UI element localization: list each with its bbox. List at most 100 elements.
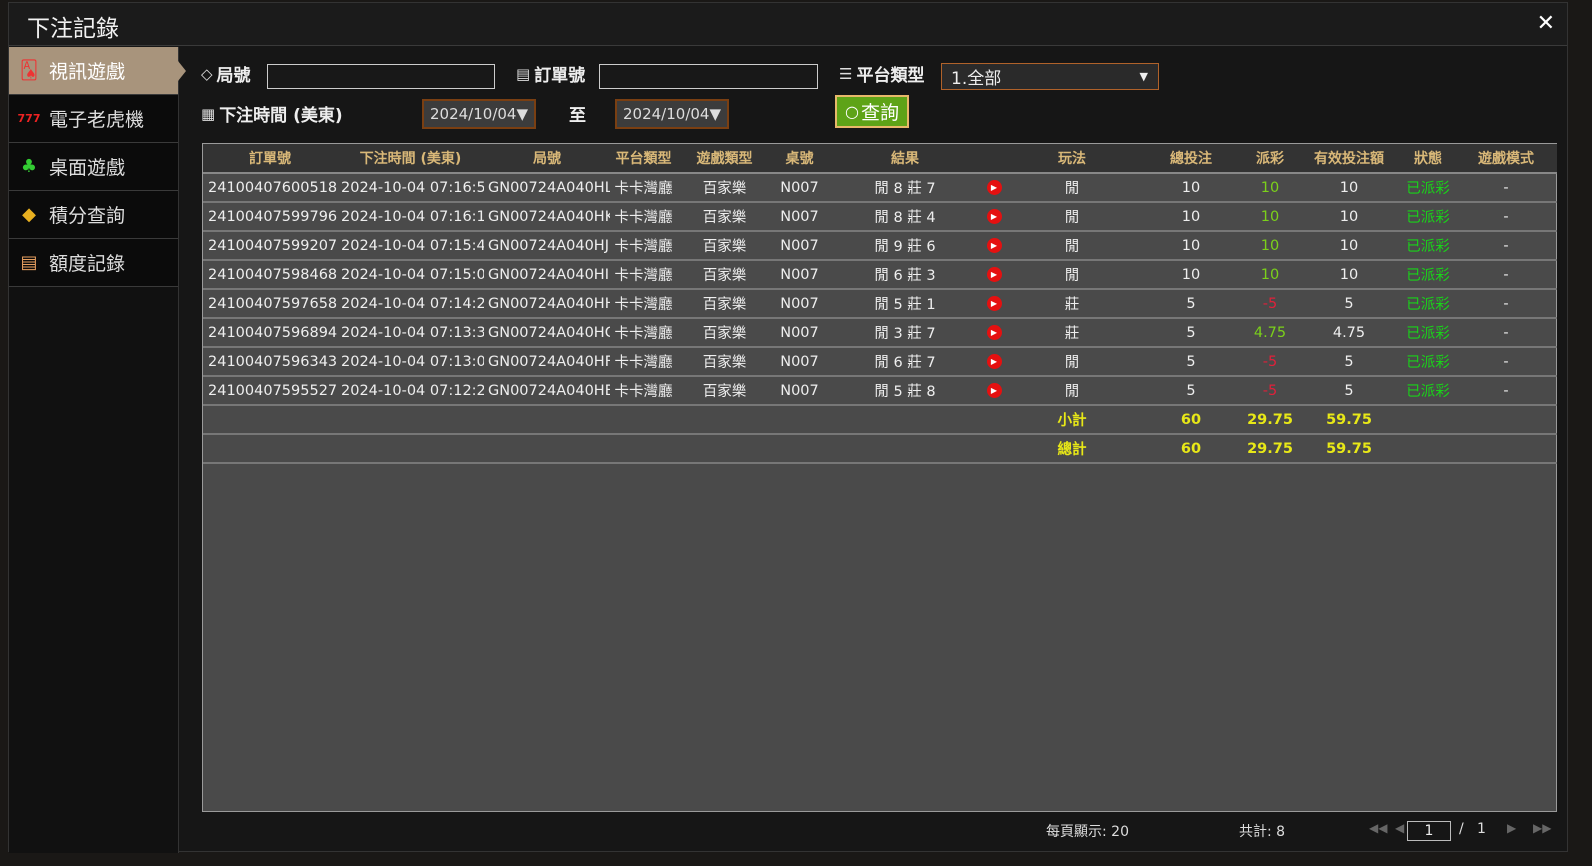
- empty-cell: [827, 405, 983, 435]
- play-icon[interactable]: ▶: [986, 238, 1002, 253]
- prev-page-icon[interactable]: ◀: [1395, 821, 1405, 835]
- column-header: 訂單號: [203, 144, 337, 174]
- platform-select[interactable]: 1.全部 ▼: [941, 63, 1159, 90]
- table-row: 241004076005183 2024-10-04 07:16:59 GN0072…: [203, 173, 1557, 203]
- sidebar-item-2[interactable]: ♣ 桌面遊戲: [9, 143, 178, 191]
- total-payout: 29.75: [1243, 434, 1297, 464]
- bet-type: 閒: [1005, 260, 1139, 290]
- query-button[interactable]: ○ 查詢: [835, 95, 909, 128]
- to-label: 至: [569, 106, 586, 126]
- play-icon[interactable]: ▶: [986, 296, 1002, 311]
- game-type: 百家樂: [677, 260, 772, 290]
- replay-cell: ▶: [983, 173, 1005, 203]
- status: 已派彩: [1401, 289, 1455, 319]
- game-type: 百家樂: [677, 289, 772, 319]
- table-row: 241004075976589 2024-10-04 07:14:20 GN0072…: [203, 289, 1557, 319]
- play-icon[interactable]: ▶: [986, 267, 1002, 282]
- platform: 卡卡灣廳: [610, 260, 677, 290]
- sidebar-item-1[interactable]: 777 電子老虎機: [9, 95, 178, 143]
- total-bet: 10: [1139, 173, 1243, 203]
- date-to-picker[interactable]: 2024/10/04▼: [615, 99, 729, 129]
- bet-table-container: 訂單號 下注時間 (美東) 局號 平台類型 遊戲類型 桌號 結果 玩法 總投注 派彩 有效投注額 狀態…: [202, 143, 1557, 812]
- bet-type: 莊: [1005, 318, 1139, 348]
- table-row: 241004075955277 2024-10-04 07:12:23 GN0072…: [203, 376, 1557, 406]
- game-mode: -: [1455, 202, 1557, 232]
- date-from-picker[interactable]: 2024/10/04▼: [422, 99, 536, 129]
- subtotal-row: 小計 60 29.75 59.75: [203, 405, 1557, 435]
- platform: 卡卡灣廳: [610, 376, 677, 406]
- round-input[interactable]: [267, 64, 495, 89]
- platform-select-value: 1.全部: [951, 69, 1002, 89]
- table-row: 241004075984687 2024-10-04 07:15:05 GN0072…: [203, 260, 1557, 290]
- empty-cell: [484, 405, 610, 435]
- payout: 4.75: [1243, 318, 1297, 348]
- game-type: 百家樂: [677, 202, 772, 232]
- page-input[interactable]: 1: [1407, 821, 1451, 841]
- order-number: 241004075997960: [203, 202, 337, 232]
- chevron-down-icon: ▼: [1139, 70, 1148, 83]
- order-input[interactable]: [599, 64, 818, 89]
- round-number: GN00724A040HI: [484, 260, 610, 290]
- total-bet: 10: [1139, 231, 1243, 261]
- bet-type: 閒: [1005, 202, 1139, 232]
- close-icon[interactable]: ✕: [1536, 11, 1555, 36]
- valid-bet: 5: [1297, 347, 1401, 377]
- time-label-text: 下注時間 (美東): [219, 106, 343, 126]
- bet-type: 閒: [1005, 231, 1139, 261]
- bet-time: 2024-10-04 07:13:39: [337, 318, 484, 348]
- replay-cell: ▶: [983, 202, 1005, 232]
- tag-icon: ◇: [201, 64, 213, 83]
- column-header: [983, 144, 1005, 174]
- table-number: N007: [772, 318, 827, 348]
- replay-cell: ▶: [983, 289, 1005, 319]
- table-row: 241004075997960 2024-10-04 07:16:18 GN0072…: [203, 202, 1557, 232]
- total-bet: 5: [1139, 376, 1243, 406]
- empty-cell: [203, 405, 337, 435]
- round-label: ◇ 局號: [201, 61, 251, 87]
- bet-type: 閒: [1005, 347, 1139, 377]
- table-row: 241004075963435 2024-10-04 07:13:09 GN0072…: [203, 347, 1557, 377]
- sidebar-item-4[interactable]: ▤ 額度記錄: [9, 239, 178, 287]
- total-bet: 60: [1139, 434, 1243, 464]
- slot-777-icon: 777: [17, 112, 41, 125]
- total-bet: 5: [1139, 318, 1243, 348]
- bet-time: 2024-10-04 07:16:18: [337, 202, 484, 232]
- round-number: GN00724A040HH: [484, 289, 610, 319]
- total-bet: 5: [1139, 347, 1243, 377]
- search-icon: ○: [845, 102, 859, 121]
- result: 閒 5 莊 8: [827, 376, 983, 406]
- empty-cell: [337, 434, 484, 464]
- table-row: 241004075992076 2024-10-04 07:15:46 GN0072…: [203, 231, 1557, 261]
- play-icon[interactable]: ▶: [986, 209, 1002, 224]
- total-label: 總計: [1005, 434, 1139, 464]
- play-icon[interactable]: ▶: [986, 325, 1002, 340]
- valid-bet: 10: [1297, 202, 1401, 232]
- result: 閒 3 莊 7: [827, 318, 983, 348]
- sidebar: 🂡 視訊遊戲 777 電子老虎機 ♣ 桌面遊戲 ◆ 積分查詢 ▤ 額度記錄: [9, 47, 186, 853]
- empty-cell: [610, 434, 677, 464]
- next-page-icon[interactable]: ▶: [1507, 821, 1517, 835]
- play-icon[interactable]: ▶: [986, 354, 1002, 369]
- play-icon[interactable]: ▶: [986, 180, 1002, 195]
- play-icon[interactable]: ▶: [986, 383, 1002, 398]
- round-number: GN00724A040HF: [484, 347, 610, 377]
- result: 閒 5 莊 1: [827, 289, 983, 319]
- clipboard-icon: ▤: [516, 64, 531, 83]
- game-mode: -: [1455, 318, 1557, 348]
- first-page-icon[interactable]: ◀◀: [1369, 821, 1388, 835]
- sidebar-item-3[interactable]: ◆ 積分查詢: [9, 191, 178, 239]
- payout: 10: [1243, 173, 1297, 203]
- result: 閒 6 莊 7: [827, 347, 983, 377]
- payout: -5: [1243, 347, 1297, 377]
- replay-cell: ▶: [983, 260, 1005, 290]
- sidebar-item-0[interactable]: 🂡 視訊遊戲: [9, 47, 186, 95]
- payout: -5: [1243, 376, 1297, 406]
- empty-cell: [772, 405, 827, 435]
- platform: 卡卡灣廳: [610, 318, 677, 348]
- last-page-icon[interactable]: ▶▶: [1533, 821, 1552, 835]
- valid-bet: 10: [1297, 173, 1401, 203]
- platform: 卡卡灣廳: [610, 202, 677, 232]
- game-type: 百家樂: [677, 376, 772, 406]
- sidebar-item-label: 電子老虎機: [49, 109, 145, 131]
- replay-cell: ▶: [983, 347, 1005, 377]
